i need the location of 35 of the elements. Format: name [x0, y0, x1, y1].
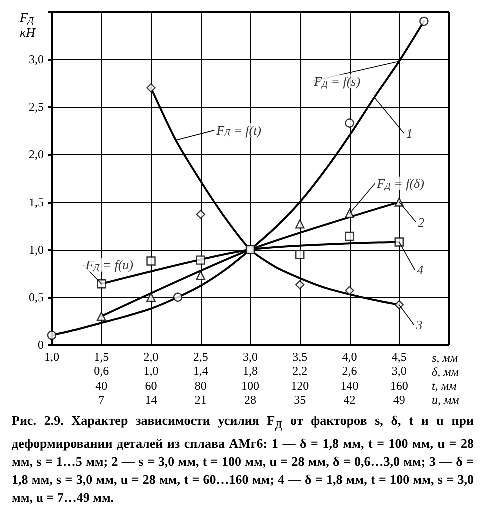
y-tick-label: 0,5: [29, 290, 44, 304]
annotation: 2: [418, 214, 426, 230]
x2-tick-label: 3,0: [392, 364, 407, 378]
x-tick-label: 2,0: [144, 350, 159, 364]
x-axis-title: s, мм: [432, 351, 458, 365]
y-tick-label: 1,5: [29, 195, 44, 210]
x-tick-label: 3,5: [292, 350, 308, 364]
x2-tick-label: 0,6: [94, 364, 110, 378]
x2-axis-title: δ, мм: [432, 365, 460, 379]
x2-tick-label: 1,8: [243, 364, 258, 378]
x-tick-label: 3,0: [243, 350, 258, 364]
annotation: FД = f(δ): [376, 176, 424, 192]
annotation: 4: [417, 262, 424, 278]
annotation: FД = f(s): [313, 74, 361, 89]
x-tick-label: 4,5: [392, 350, 407, 364]
x-tick-label: 2,5: [193, 350, 208, 364]
x2-tick-label: 2,2: [292, 364, 308, 378]
text: 7 14 21 28 35 42 49 u, мм: [98, 393, 460, 407]
y-tick-label: 2,5: [29, 100, 44, 114]
x-tick-label: 4,0: [342, 350, 358, 364]
y-tick-label: 1,0: [29, 242, 44, 257]
y-tick-label: 0: [38, 338, 44, 352]
annotation: 1: [406, 126, 413, 142]
y-tick-label: 2,0: [29, 148, 44, 162]
text: Рис. 2.9. Характер зависимости усилия F$_{Д}$ от факторов s, δ, t и u при деформировании деталей из сплава АМг6: 1 — δ = 1,8 мм, t = 100 мм, u = 28 мм, s = 1…5 мм; 2 — s = 3,0 мм, t = 100 мм, u = 28 мм, δ = 0,6…3,0 мм; 3 — δ = 1,8 мм, s = 3,0 мм, u = 28 мм, t = 60…160 мм; 4 — δ = 1,8 мм, t = 100 мм, s = 3,0 мм, u = 7…49 мм.: [12, 412, 474, 507]
text: 40 60 80 100 120 140 160 t, мм: [96, 379, 457, 393]
x2-tick-label: 1,4: [193, 364, 208, 378]
x2-tick-label: 2,6: [342, 364, 358, 378]
y-tick-label: 3,0: [29, 52, 44, 67]
annotation: 3: [415, 318, 424, 333]
annotation: FД = f(u): [84, 258, 134, 273]
annotation: FД = f(t): [216, 122, 262, 138]
x2-tick-label: 1,0: [144, 364, 159, 378]
x-tick-label: 1,0: [44, 350, 60, 364]
x-tick-label: 1,5: [94, 350, 110, 364]
